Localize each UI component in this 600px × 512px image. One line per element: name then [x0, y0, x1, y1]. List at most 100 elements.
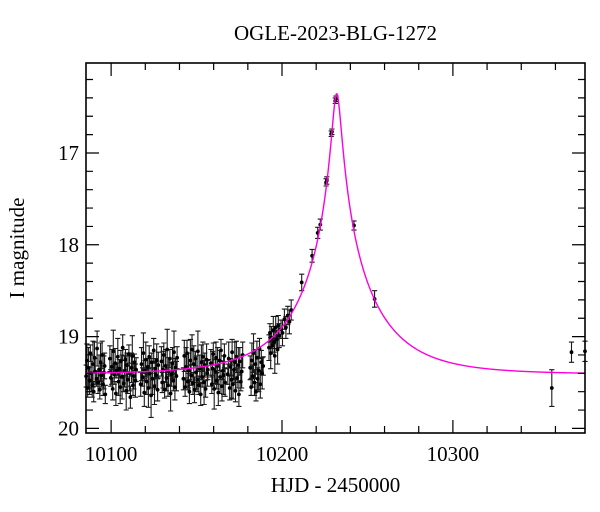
- data-point: [96, 380, 100, 385]
- data-point: [161, 353, 166, 357]
- error-bars: [83, 95, 588, 418]
- data-point: [250, 358, 254, 363]
- data-point: [203, 387, 208, 391]
- data-point: [126, 352, 131, 356]
- data-point: [164, 376, 169, 380]
- data-point: [188, 358, 193, 363]
- data-point: [196, 383, 201, 388]
- data-point: [272, 354, 277, 358]
- y-tick-label: 19: [58, 325, 79, 349]
- data-point: [170, 361, 175, 366]
- data-point: [252, 380, 257, 385]
- data-point: [268, 331, 272, 335]
- data-point: [275, 347, 280, 352]
- data-point: [125, 377, 130, 382]
- data-point: [150, 376, 155, 381]
- data-point: [168, 356, 172, 361]
- data-point: [109, 365, 114, 369]
- data-point: [214, 355, 218, 360]
- data-point: [156, 363, 161, 367]
- data-point: [215, 364, 220, 368]
- data-point: [147, 354, 152, 359]
- data-point: [140, 375, 145, 379]
- data-point: [221, 368, 225, 373]
- data-point: [120, 375, 124, 379]
- data-point: [195, 377, 200, 382]
- data-point: [287, 320, 292, 324]
- data-point: [95, 346, 99, 351]
- data-point: [173, 365, 178, 370]
- data-point: [86, 365, 91, 370]
- data-point: [209, 382, 214, 387]
- data-point: [193, 356, 198, 361]
- data-point: [216, 390, 221, 395]
- data-point: [258, 382, 263, 387]
- data-point: [145, 365, 150, 369]
- data-point: [108, 376, 113, 380]
- data-point: [166, 383, 170, 388]
- data-point: [134, 367, 139, 372]
- data-point: [132, 360, 137, 365]
- data-point: [88, 351, 93, 355]
- data-point: [213, 369, 218, 374]
- data-point: [91, 389, 96, 394]
- data-point: [117, 366, 122, 371]
- data-point: [183, 385, 188, 389]
- data-point: [160, 380, 165, 385]
- x-tick-label: 10100: [85, 442, 138, 466]
- data-point: [204, 357, 209, 362]
- data-point: [217, 358, 222, 363]
- data-point: [152, 384, 157, 389]
- data-point: [205, 371, 210, 376]
- data-point: [163, 364, 168, 368]
- data-point: [146, 386, 151, 390]
- data-point: [98, 360, 103, 365]
- data-point: [87, 378, 92, 383]
- data-point: [280, 331, 285, 335]
- data-point: [151, 348, 156, 353]
- data-point: [225, 372, 230, 377]
- data-point: [255, 376, 260, 381]
- data-point: [277, 333, 281, 338]
- data-point: [184, 365, 188, 369]
- data-point: [299, 280, 304, 285]
- x-tick-label: 10200: [256, 442, 309, 466]
- data-point: [220, 384, 224, 389]
- data-point: [116, 379, 121, 384]
- data-point: [110, 387, 115, 391]
- data-point: [115, 354, 120, 359]
- data-point: [139, 362, 144, 366]
- data-point: [97, 367, 101, 372]
- data-point: [199, 360, 204, 365]
- data-point: [175, 355, 180, 360]
- data-point: [133, 378, 138, 383]
- data-point: [148, 371, 152, 376]
- data-point: [94, 376, 99, 381]
- data-point: [201, 354, 205, 359]
- data-point: [113, 361, 118, 366]
- data-points-layer: [83, 95, 588, 418]
- data-point: [144, 379, 149, 384]
- data-point: [90, 383, 95, 388]
- data-point: [214, 378, 219, 383]
- data-point: [229, 377, 234, 382]
- data-point: [138, 382, 143, 387]
- data-point: [228, 365, 233, 369]
- data-point: [239, 369, 244, 374]
- data-point: [168, 391, 173, 396]
- axis-ticks: [86, 63, 585, 433]
- x-tick-label: 10300: [427, 442, 480, 466]
- data-point: [210, 366, 215, 371]
- data-point: [196, 349, 200, 354]
- data-point: [253, 362, 258, 366]
- data-point: [121, 381, 126, 386]
- data-point: [101, 382, 105, 387]
- data-point: [114, 391, 118, 396]
- data-point: [91, 362, 95, 366]
- data-point: [282, 317, 287, 322]
- plot-title: OGLE-2023-BLG-1272: [234, 21, 437, 45]
- data-point: [100, 353, 104, 357]
- data-point: [185, 351, 189, 355]
- data-point: [119, 359, 123, 364]
